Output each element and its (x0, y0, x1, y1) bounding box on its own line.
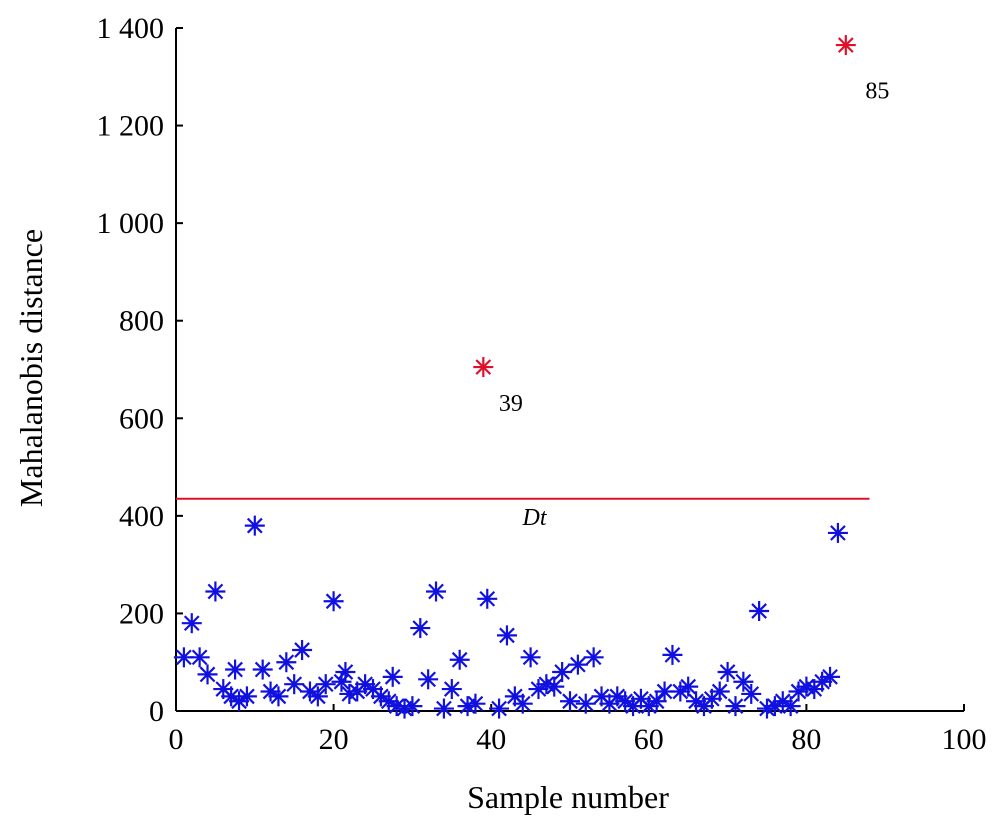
data-point (225, 659, 246, 680)
data-point (465, 693, 486, 714)
outlier-annotation: 39 (499, 391, 523, 417)
data-point (410, 618, 431, 639)
data-point (583, 647, 604, 668)
x-tick-label: 20 (319, 723, 349, 756)
data-point (402, 696, 423, 717)
data-point (552, 661, 573, 682)
x-tick-label: 40 (476, 723, 506, 756)
data-point (382, 666, 403, 687)
outlier-point (473, 357, 494, 378)
data-point (780, 696, 801, 717)
data-point (575, 693, 596, 714)
x-axis-title: Sample number (467, 779, 669, 815)
data-point (244, 515, 265, 536)
data-point (646, 691, 667, 712)
data-point (315, 674, 336, 695)
data-point (477, 588, 498, 609)
data-point (276, 652, 297, 673)
data-point (292, 640, 313, 661)
data-point (323, 591, 344, 612)
data-point (567, 654, 588, 675)
data-point (197, 664, 218, 685)
y-tick-label: 800 (119, 305, 164, 338)
data-point (236, 686, 257, 707)
data-point (560, 691, 580, 712)
data-points: 39 85 (173, 35, 889, 719)
data-point (252, 659, 273, 680)
data-point (820, 666, 841, 687)
outlier-annotation: 85 (865, 79, 889, 105)
data-point (662, 644, 683, 665)
x-tick-label: 0 (169, 723, 184, 756)
axes (175, 28, 964, 712)
y-tick-label: 1 400 (97, 12, 165, 45)
data-point (725, 696, 746, 717)
data-point (512, 693, 533, 714)
data-point (284, 674, 305, 695)
data-point (307, 686, 328, 707)
threshold-label: Dt (522, 505, 548, 531)
data-point (733, 671, 754, 692)
data-point (449, 649, 470, 670)
data-point (418, 669, 439, 690)
data-point (189, 647, 210, 668)
data-point (741, 683, 762, 704)
data-point (717, 661, 738, 682)
data-point (181, 613, 202, 634)
data-point (205, 581, 226, 602)
x-tick-label: 80 (791, 723, 821, 756)
data-point (489, 698, 510, 719)
y-tick-label: 1 000 (97, 207, 165, 240)
y-tick-label: 600 (119, 402, 164, 435)
data-point (709, 681, 730, 702)
data-point (426, 581, 447, 602)
labels: Sample number Mahalanobis distance (13, 229, 669, 815)
data-point (441, 679, 462, 700)
data-point (772, 691, 793, 712)
threshold-group: Dt (176, 497, 870, 531)
y-tick-label: 400 (119, 500, 164, 533)
data-point (520, 647, 541, 668)
data-point (433, 698, 454, 719)
outlier-point (835, 35, 856, 56)
data-point (335, 661, 356, 682)
y-axis-title: Mahalanobis distance (13, 229, 49, 507)
data-point (678, 676, 699, 697)
data-point (670, 681, 691, 702)
data-point (544, 676, 565, 697)
data-point (496, 625, 517, 646)
data-point (749, 600, 770, 621)
data-point (827, 522, 848, 543)
x-tick-label: 100 (942, 723, 987, 756)
data-point (268, 686, 289, 707)
y-tick-label: 0 (149, 695, 164, 728)
x-tick-label: 60 (634, 723, 664, 756)
y-tick-label: 200 (119, 597, 164, 630)
y-tick-label: 1 200 (97, 110, 165, 143)
